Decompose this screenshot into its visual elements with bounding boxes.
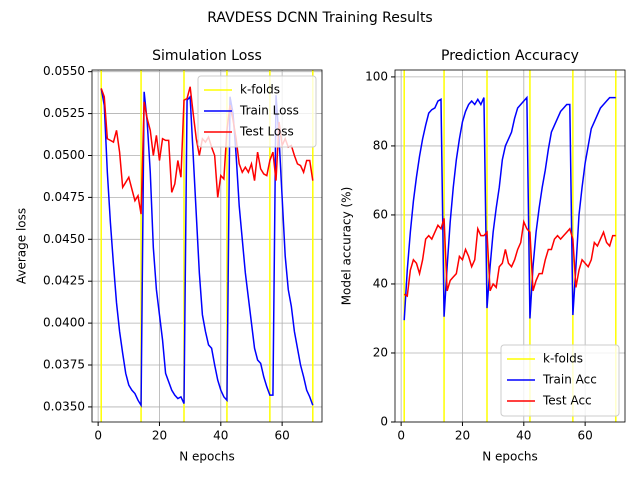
y-tick-label: 0.0500: [43, 148, 85, 162]
y-tick-label: 0: [380, 415, 388, 429]
y-tick-label: 0.0375: [43, 358, 85, 372]
figure-title: RAVDESS DCNN Training Results: [207, 10, 432, 26]
y-tick-label: 0.0475: [43, 190, 85, 204]
x-tick-label: 40: [516, 429, 531, 443]
x-axis-label: N epochs: [179, 450, 235, 464]
y-tick-label: 40: [373, 276, 388, 290]
x-axis-label: N epochs: [482, 450, 538, 464]
legend-label: Train Loss: [239, 104, 299, 118]
legend-label: k-folds: [543, 352, 583, 366]
x-tick-label: 60: [577, 429, 592, 443]
y-tick-label: 0.0400: [43, 316, 85, 330]
axes-frame: [91, 69, 323, 423]
y-tick-label: 0.0350: [43, 399, 85, 413]
legend-label: Train Acc: [542, 373, 597, 387]
y-tick-label: 80: [373, 138, 388, 152]
x-tick-label: 60: [274, 429, 289, 443]
y-tick-label: 0.0425: [43, 274, 85, 288]
y-tick-label: 0.0550: [43, 64, 85, 78]
y-tick-label: 20: [373, 345, 388, 359]
axes-frame: [394, 69, 626, 423]
y-tick-label: 0.0450: [43, 232, 85, 246]
x-tick-label: 20: [152, 429, 167, 443]
x-tick-label: 40: [213, 429, 228, 443]
legend-box: [197, 75, 317, 148]
subplot-title: Simulation Loss: [152, 48, 262, 64]
data-line: [403, 95, 616, 321]
legend-label: Test Acc: [542, 394, 592, 408]
data-line: [403, 218, 616, 298]
legend-label: Test Loss: [239, 125, 294, 139]
y-axis-label: Model accuracy (%): [340, 187, 354, 306]
x-tick-label: 0: [94, 429, 102, 443]
y-tick-label: 100: [365, 69, 388, 83]
subplot-title: Prediction Accuracy: [441, 48, 579, 64]
y-tick-label: 60: [373, 207, 388, 221]
legend-label: k-folds: [240, 83, 280, 97]
x-tick-label: 20: [455, 429, 470, 443]
y-axis-label: Average loss: [15, 208, 29, 284]
x-tick-label: 0: [397, 429, 405, 443]
legend-box: [500, 344, 620, 417]
y-tick-label: 0.0525: [43, 106, 85, 120]
